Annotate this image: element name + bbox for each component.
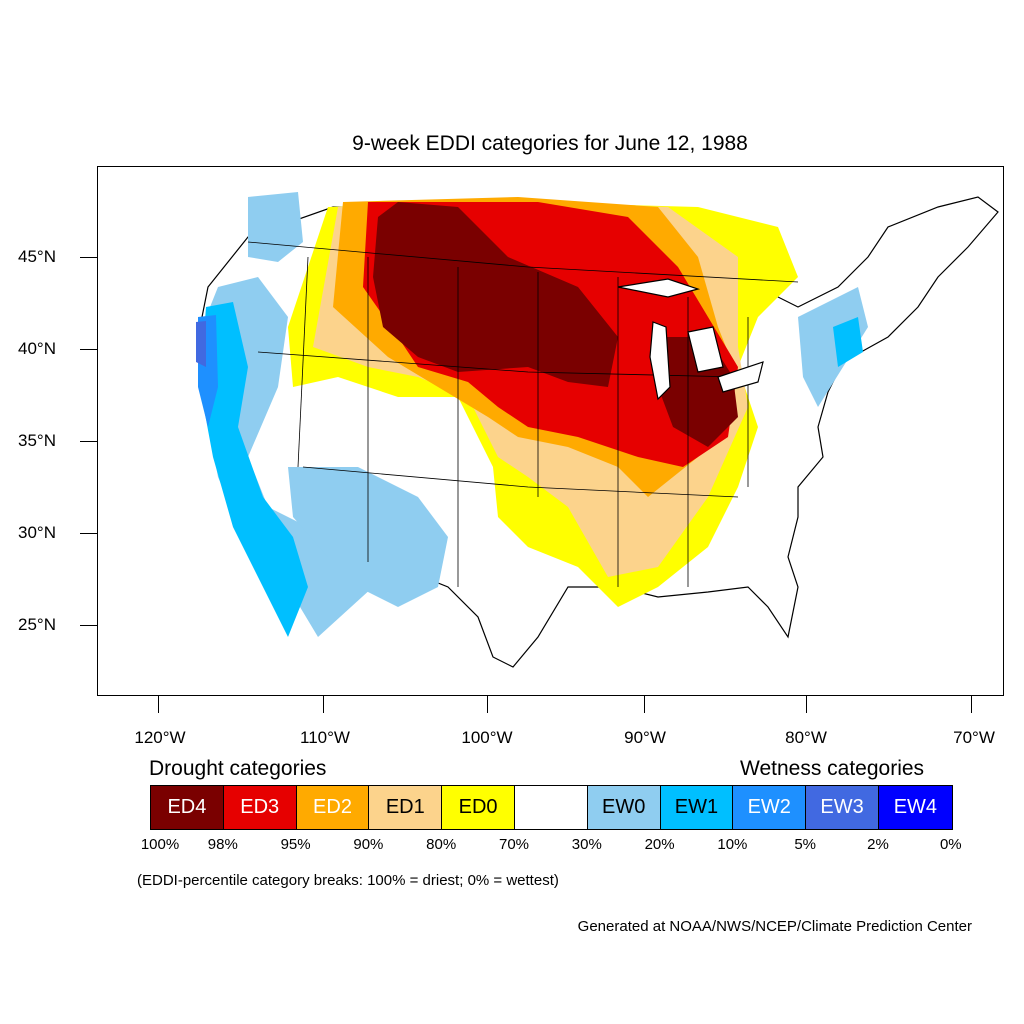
state-boundaries xyxy=(247,241,799,587)
lon-tick xyxy=(487,696,488,713)
legend-break-label: 20% xyxy=(644,836,675,853)
ew3-west xyxy=(196,321,206,367)
ew1-west xyxy=(200,302,308,637)
lat-label: 30°N xyxy=(18,523,56,542)
lat-tick xyxy=(80,533,97,534)
legend-swatch-ew3: EW3 xyxy=(806,786,879,829)
wetness-heading: Wetness categories xyxy=(740,757,925,780)
legend-break-label: 100% xyxy=(140,836,180,853)
legend-break-label: 2% xyxy=(867,836,889,853)
legend-swatch-ed3: ED3 xyxy=(223,786,297,829)
lon-label: 100°W xyxy=(461,728,513,747)
lat-label: 45°N xyxy=(18,247,56,266)
legend-break-label: 80% xyxy=(426,836,457,853)
lat-tick xyxy=(80,349,97,350)
legend-swatch-ed4: ED4 xyxy=(151,786,224,829)
legend-break-label: 98% xyxy=(207,836,238,853)
legend-break-label: 10% xyxy=(717,836,748,853)
map-title: 9-week EDDI categories for June 12, 1988 xyxy=(352,132,748,155)
lon-tick xyxy=(323,696,324,713)
lon-tick xyxy=(158,696,159,713)
ew0-northeast xyxy=(798,287,868,407)
lat-tick xyxy=(80,625,97,626)
legend-break-label: 95% xyxy=(280,836,311,853)
lat-tick xyxy=(80,441,97,442)
lon-label: 70°W xyxy=(953,728,995,747)
legend-break-label: 5% xyxy=(794,836,817,853)
legend-swatch-ew0: EW0 xyxy=(587,786,661,829)
legend-swatch-neutral xyxy=(514,786,588,829)
legend-swatch-ew2: EW2 xyxy=(733,786,807,829)
lon-tick xyxy=(806,696,807,713)
drought-heading: Drought categories xyxy=(149,757,327,780)
legend-swatch-ew4: EW4 xyxy=(878,786,952,829)
ew1-northeast xyxy=(833,317,863,367)
legend-break-label: 0% xyxy=(939,836,962,853)
legend-colorbar: ED4 ED3 ED2 ED1 ED0 EW0 EW1 EW2 EW3 EW4 xyxy=(150,785,953,830)
eddi-map xyxy=(196,192,999,668)
lon-label: 110°W xyxy=(300,728,350,747)
lon-tick xyxy=(971,696,972,713)
lat-label: 40°N xyxy=(18,339,56,358)
ed4-region-plains xyxy=(373,202,618,387)
map-frame xyxy=(97,166,1004,696)
lat-tick xyxy=(80,257,97,258)
legend-break-label: 30% xyxy=(571,836,602,853)
ew0-pacnw xyxy=(248,192,303,262)
lon-label: 80°W xyxy=(785,728,827,747)
lon-label: 90°W xyxy=(624,728,666,747)
legend-break-label: 90% xyxy=(353,836,384,853)
credit-text: Generated at NOAA/NWS/NCEP/Climate Predi… xyxy=(577,918,972,935)
legend-note: (EDDI-percentile category breaks: 100% =… xyxy=(137,872,559,889)
legend-swatch-ed0: ED0 xyxy=(442,786,515,829)
great-lakes xyxy=(617,278,764,401)
legend-swatch-ed2: ED2 xyxy=(296,786,370,829)
lon-label: 120°W xyxy=(134,728,186,747)
legend-break-label: 70% xyxy=(498,836,530,853)
legend-swatch-ew1: EW1 xyxy=(660,786,734,829)
lat-label: 35°N xyxy=(18,431,56,450)
lon-tick xyxy=(644,696,645,713)
lat-label: 25°N xyxy=(18,615,56,634)
legend-swatch-ed1: ED1 xyxy=(369,786,443,829)
